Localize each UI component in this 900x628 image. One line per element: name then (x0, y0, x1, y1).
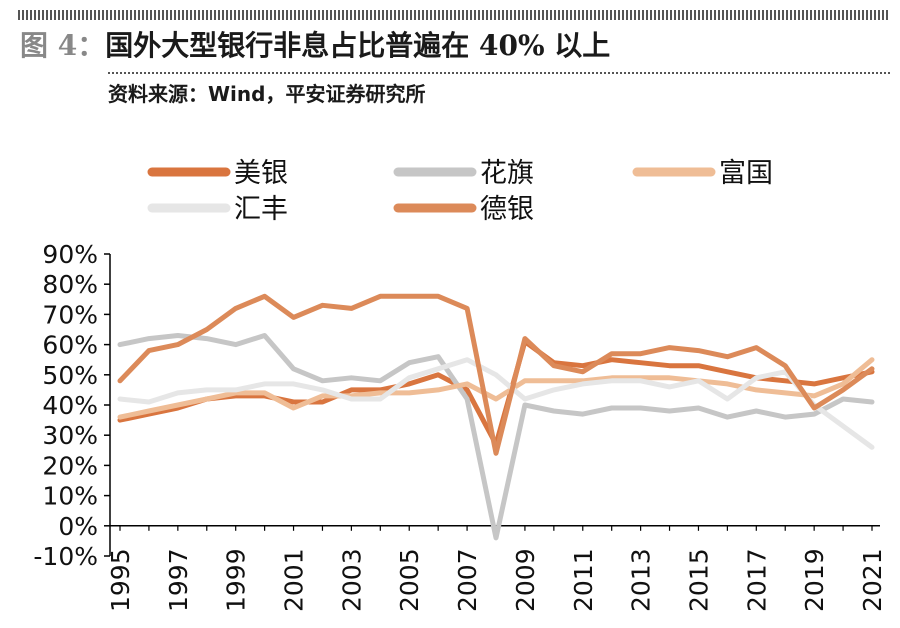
legend-label-1: 美银 (234, 158, 288, 189)
figure-label: 图 4： (20, 29, 106, 62)
x-tick-label: 2013 (627, 548, 656, 612)
figure-title: 图 4：国外大型银行非息占比普遍在 40% 以上 (20, 24, 610, 64)
series-lines (117, 293, 875, 541)
x-tick-label: 1999 (222, 548, 251, 612)
title-separator (108, 72, 890, 74)
x-tick-label: 2007 (453, 548, 482, 612)
x-tick-label: 2005 (395, 548, 424, 612)
legend-label-5: 德银 (480, 194, 534, 225)
x-tick-label: 1995 (106, 548, 135, 612)
y-tick-label: 90% (42, 240, 98, 269)
x-tick-label: 2015 (684, 548, 713, 612)
x-tick-label: 2003 (337, 548, 366, 612)
x-tick-label: 2011 (569, 548, 598, 612)
y-tick-label: 80% (42, 270, 98, 299)
source-note: 资料来源：Wind，平安证券研究所 (108, 82, 426, 106)
y-tick-label: 20% (42, 451, 98, 480)
legend-label-4: 汇丰 (234, 194, 288, 225)
figure-title-text: 国外大型银行非息占比普遍在 40% 以上 (105, 29, 611, 62)
axes: 90%80%70%60%50%40%30%20%10%0%-10% 1995 199… (33, 240, 887, 612)
y-tick-label: -10% (33, 542, 98, 571)
y-tick-label: 50% (42, 361, 98, 390)
y-tick-label: 40% (42, 391, 98, 420)
legend-label-2: 花旗 (480, 158, 534, 189)
y-tick-label: 0% (58, 512, 98, 541)
y-tick-label: 10% (42, 482, 98, 511)
legend-label-3: 富国 (719, 158, 773, 189)
y-tick-label: 60% (42, 331, 98, 360)
x-tick-label: 2009 (511, 548, 540, 612)
x-tick-label: 2017 (742, 548, 771, 612)
x-tick-label: 1997 (164, 548, 193, 612)
y-tick-label: 70% (42, 300, 98, 329)
series-line-5 (117, 293, 875, 456)
y-tick-label: 30% (42, 421, 98, 450)
x-tick-label: 2021 (858, 548, 887, 612)
series-line-2 (117, 333, 875, 541)
x-tick-label: 2019 (800, 548, 829, 612)
top-dotted-rule (18, 10, 890, 20)
x-tick-label: 2001 (280, 548, 309, 612)
series-line-4 (117, 357, 875, 450)
